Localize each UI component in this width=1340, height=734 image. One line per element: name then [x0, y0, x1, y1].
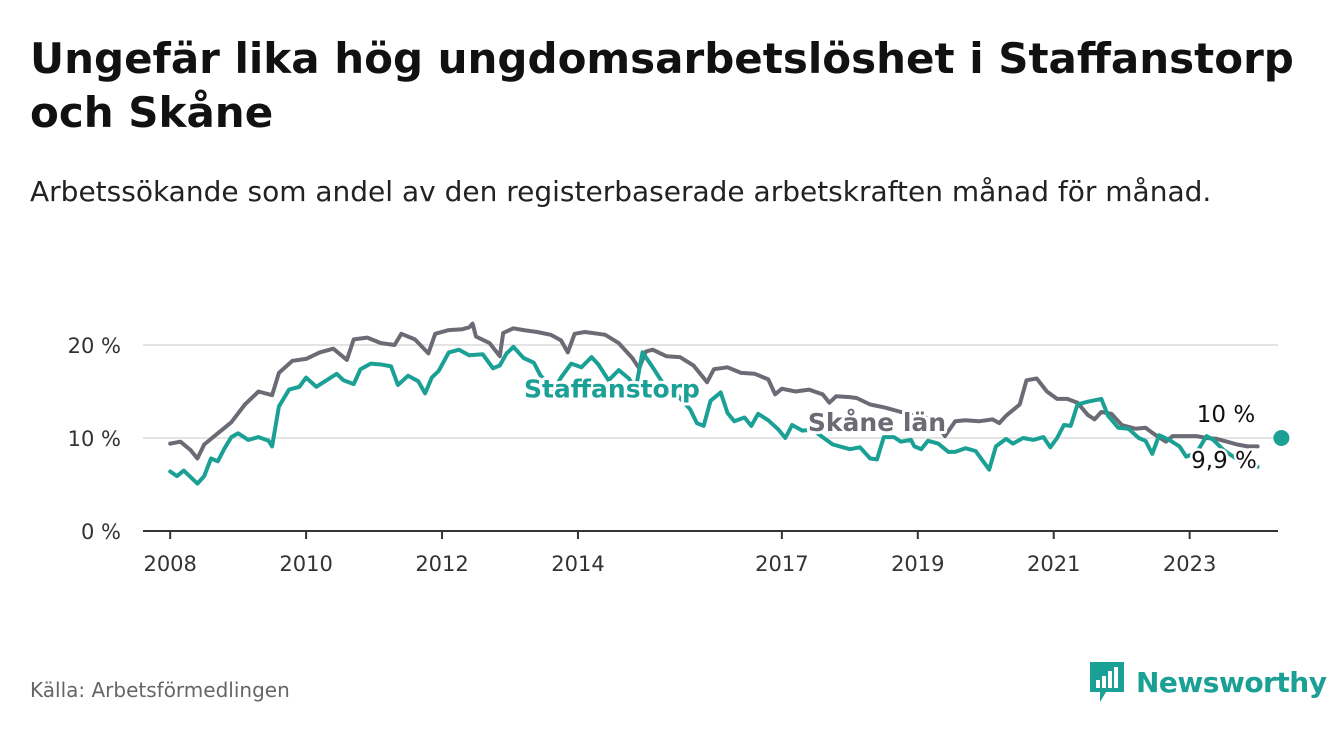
- line-chart: 0 % 10 % 20 % 2008 2010 2012 2014 2017 2019 2021 2…: [68, 321, 1290, 576]
- newsworthy-logo-icon: [1090, 662, 1124, 702]
- x-tick-label: 2008: [143, 552, 196, 576]
- series-line-sk-ne-l-n: [168, 321, 1260, 461]
- series-label: Staffanstorp: [524, 375, 700, 404]
- series-layer: [168, 321, 1260, 486]
- x-tick-label: 2017: [755, 552, 808, 576]
- x-tick-label: 2019: [891, 552, 944, 576]
- grid-layer: 0 % 10 % 20 % 2008 2010 2012 2014 2017 2019 2021 2…: [68, 334, 1278, 576]
- end-value-label: 9,9 %: [1191, 448, 1257, 474]
- series-line-staffanstorp: [168, 344, 1260, 486]
- series-label: Skåne län: [808, 408, 946, 437]
- x-tick-label: 2010: [279, 552, 332, 576]
- label-layer: Staffanstorp Skåne län 10 % 9,9 %: [521, 372, 1290, 477]
- brand-logo[interactable]: Newsworthy: [1088, 660, 1327, 704]
- y-tick-label: 0 %: [81, 520, 121, 544]
- y-tick-label: 10 %: [68, 427, 121, 451]
- x-tick-label: 2012: [415, 552, 468, 576]
- x-tick-label: 2023: [1163, 552, 1216, 576]
- end-point-marker: [1273, 430, 1290, 446]
- chart-title: Ungefär lika hög ungdomsarbetslöshet i S…: [30, 34, 1294, 137]
- x-tick-label: 2021: [1027, 552, 1080, 576]
- source-note: Källa: Arbetsförmedlingen: [30, 678, 290, 702]
- chart-subtitle: Arbetssökande som andel av den registerb…: [30, 175, 1212, 208]
- y-tick-label: 20 %: [68, 334, 121, 358]
- brand-name: Newsworthy: [1136, 665, 1327, 699]
- x-tick-label: 2014: [551, 552, 604, 576]
- end-value-label: 10 %: [1197, 402, 1255, 428]
